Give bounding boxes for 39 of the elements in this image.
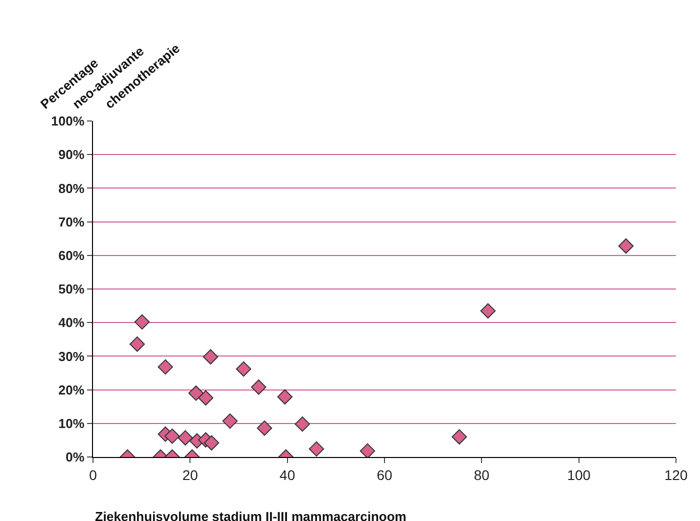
point <box>178 430 193 446</box>
point <box>198 390 214 406</box>
x-tick-label: 100 <box>567 466 591 483</box>
y-tick-label: 40% <box>58 315 85 330</box>
x-tick-label: 40 <box>280 466 296 483</box>
x-tick-label: 80 <box>474 466 490 483</box>
point <box>294 416 310 432</box>
x-tick-label: 20 <box>182 466 198 483</box>
x-tick-label: 60 <box>376 466 392 483</box>
point <box>277 389 293 405</box>
point <box>480 303 496 318</box>
y-tick-label: 80% <box>58 180 85 196</box>
point <box>452 429 467 444</box>
y-tick-label: 60% <box>58 248 85 263</box>
point <box>204 435 220 451</box>
point <box>360 443 376 457</box>
point <box>164 428 180 444</box>
x-tick-label: 0 <box>89 466 98 483</box>
y-tick-label: 30% <box>58 348 85 364</box>
y-tick-label: 70% <box>58 214 85 230</box>
y-tick-label: 100% <box>51 114 85 129</box>
point <box>222 413 238 429</box>
point <box>202 349 218 365</box>
y-tick-label: 90% <box>58 147 85 162</box>
point <box>188 386 204 401</box>
y-tick-label: 10% <box>58 416 85 431</box>
y-tick-label: 0% <box>66 450 85 465</box>
y-tick-label: 20% <box>58 382 85 398</box>
point <box>134 314 150 330</box>
point <box>158 359 174 375</box>
x-axis-title: Ziekenhuisvolume stadium II-III mammacarcinoom <box>95 509 406 521</box>
x-tick-label: 120 <box>664 466 688 483</box>
point <box>308 441 324 457</box>
y-tick-label: 50% <box>58 282 85 297</box>
point <box>130 336 145 352</box>
point <box>251 379 266 395</box>
point <box>618 238 634 254</box>
point <box>256 420 272 436</box>
point <box>236 361 252 377</box>
